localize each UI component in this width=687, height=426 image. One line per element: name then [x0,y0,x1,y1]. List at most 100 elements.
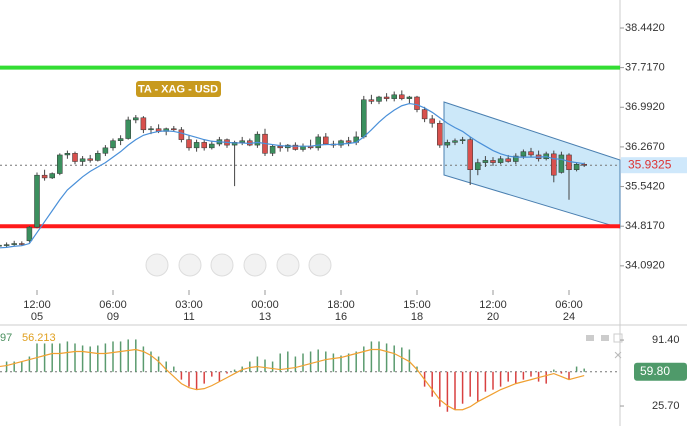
last-price-label: 35.9325 [628,157,672,171]
x-tick-label: 03:00 [175,299,203,311]
candle-body [406,96,413,99]
y-tick-label: 34.0920 [625,260,665,272]
moving-average [0,102,585,249]
candle-body [26,226,33,242]
candle-body [345,140,352,143]
candle-body [315,136,321,149]
candle-body [323,136,329,145]
candle-body [64,153,71,156]
icon[interactable] [613,333,623,343]
candle-body [376,96,382,102]
candle-body [87,158,93,161]
tool-button[interactable] [276,253,300,277]
candle-body [239,140,245,143]
candle-body [201,142,207,149]
candle-body [383,96,390,99]
candle-body [399,94,405,99]
candle-body [497,158,504,163]
x-tick-label: 15:00 [403,299,431,311]
candle-body [125,119,131,139]
tool-button[interactable] [243,253,267,277]
candle-body [57,154,63,174]
candle-body [573,163,580,170]
candle-body [102,147,109,154]
candle-body [148,128,154,131]
candle-body [178,129,185,140]
indicator-tick-label: 25.70 [652,400,680,412]
candle-body [421,109,428,120]
candle-body [292,144,299,150]
x-tick-label: 12:00 [23,299,51,311]
candle-body [140,117,147,131]
y-tick-label: 38.4420 [625,22,665,34]
x-tick-label: 00:00 [251,299,279,311]
candle-body [34,174,40,228]
candle-body [490,160,496,163]
candle-body [505,158,511,162]
icon[interactable] [586,335,594,341]
candle-body [581,163,587,166]
x-tick-day: 13 [259,311,271,323]
y-tick-label: 36.9920 [625,101,665,113]
candle-body [482,160,489,163]
candle-body [277,145,283,149]
candle-body [338,140,344,146]
candle-body [414,96,420,110]
x-tick-day: 11 [183,311,194,323]
candle-body [3,244,10,246]
x-tick-day: 20 [487,311,499,323]
candle-body [528,151,534,156]
candle-body [254,133,261,146]
candle-body [269,145,276,154]
tool-button[interactable] [308,253,332,277]
candle-body [41,174,48,179]
indicator-line [0,348,585,411]
tool-button[interactable] [145,253,169,277]
pane-icons [586,333,623,343]
toolbar [145,253,332,277]
candle-body [520,151,527,157]
candle-body [429,118,435,124]
x-tick-label: 06:00 [99,299,127,311]
candle-body [513,155,519,162]
tool-button[interactable] [210,253,234,277]
y-tick-label: 36.2670 [625,141,665,153]
candle-body [117,138,124,141]
candle-body [133,117,139,121]
tool-button[interactable] [178,253,202,277]
indicator-last-label: 59.80 [640,364,670,378]
candle-body [171,128,177,131]
candle-body [72,153,78,162]
candle-body [459,139,466,141]
candle-body [186,139,192,149]
candle-body [551,153,557,176]
candle-body [209,143,215,149]
icon[interactable] [601,335,609,341]
indicator-legend: 97 [0,332,12,344]
last-price-box [621,157,687,174]
chart-title: TA - XAG - USD [138,83,218,95]
candle-body [558,154,565,173]
candle-body [467,139,473,170]
candle-body [11,243,17,245]
x-tick-day: 16 [335,311,347,323]
x-tick-day: 09 [107,311,119,323]
candle-body [95,153,101,161]
close-button[interactable]: × [614,347,623,364]
indicator-legend: 56.213 [22,332,56,344]
candle-body [368,99,375,102]
title-badge [136,81,221,97]
candle-body [444,142,451,146]
candle-body [193,142,200,149]
x-tick-label: 12:00 [479,299,507,311]
candle-body [79,158,86,162]
x-tick-label: 06:00 [555,299,583,311]
x-tick-day: 24 [563,311,575,323]
y-tick-label: 35.5420 [625,180,665,192]
indicator-tick-label: 91.40 [652,334,680,346]
candle-body [391,94,397,99]
candle-body [110,140,116,149]
indicator-last-box [634,362,687,381]
x-tick-label: 18:00 [327,299,355,311]
